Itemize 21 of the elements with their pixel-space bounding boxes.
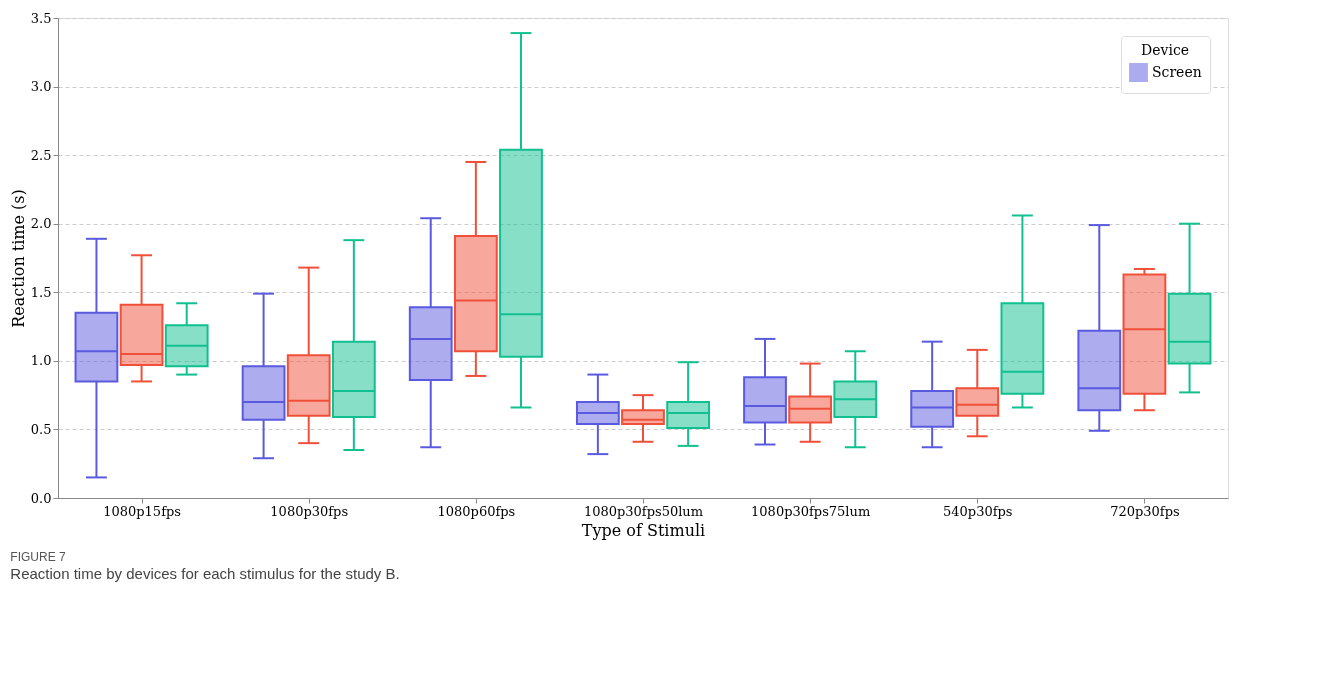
x-tick-label: 720p30fps [1110,503,1180,519]
y-tick-label: 3.0 [30,79,52,95]
text: Reaction time by devices for each stimulus for the study B. [10,565,400,582]
legend-title: Device [1140,42,1190,58]
y-tick-label: 2.5 [30,147,52,163]
caption: FIGURE 7 [10,550,66,564]
y-axis-title: Reaction time (s) [8,189,28,328]
x-tick-label: 1080p30fps75lum [751,503,871,519]
y-tick-label: 2.0 [30,216,52,232]
x-tick-label: 1080p30fps [270,503,349,519]
y-tick-label: 0.0 [30,490,52,506]
x-tick-label: 1080p30fps50lum [583,503,704,519]
x-tick-label: 540p30fps [943,503,1013,519]
x-tick-label: 1080p60fps [437,503,516,519]
legend-label: Screen [1152,63,1202,80]
y-tick-label: 3.5 [30,10,52,26]
x-tick-label: 1080p15fps [103,503,181,519]
y-tick-label: 1.5 [30,284,52,300]
x-axis-title: Type of Stimuli [581,520,706,540]
y-tick-label: 0.5 [30,421,52,437]
y-tick-label: 1.0 [30,353,52,369]
